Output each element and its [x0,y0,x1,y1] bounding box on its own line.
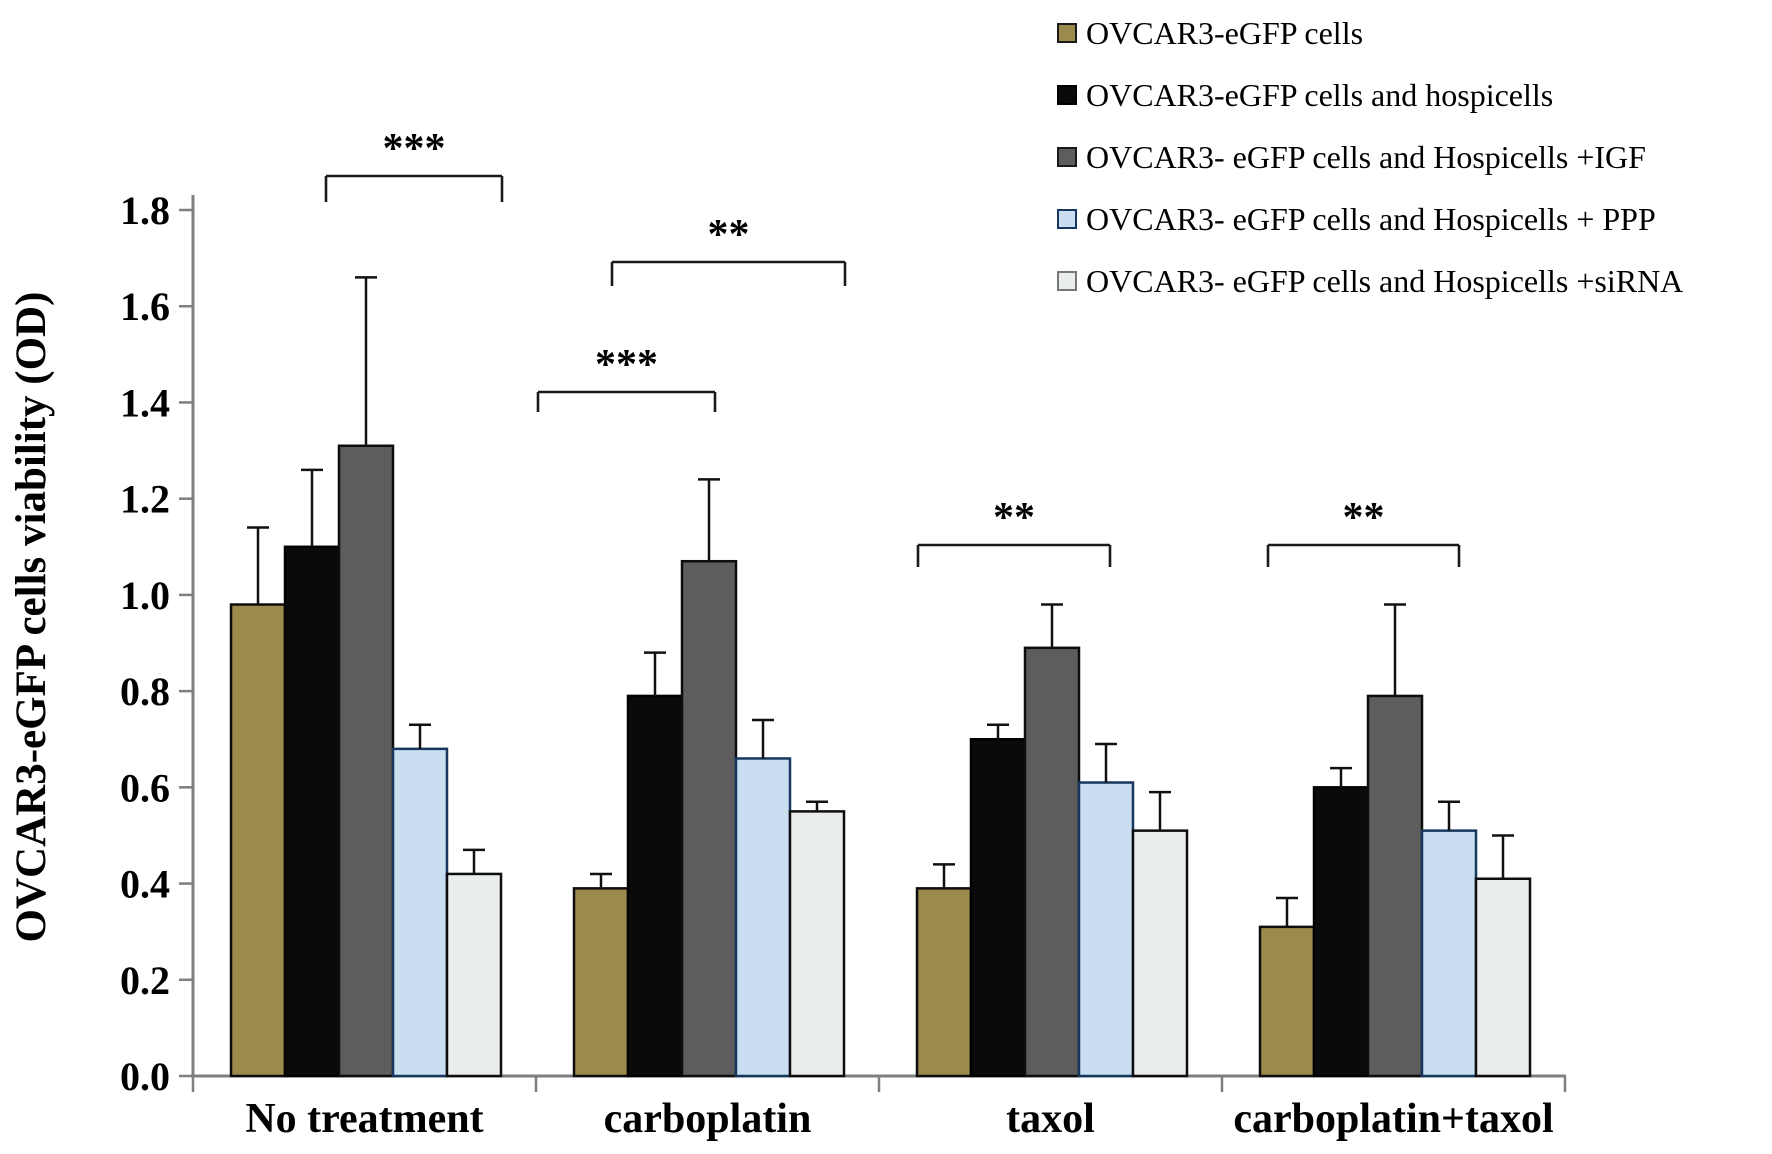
y-tick-label: 1.4 [120,380,170,425]
bar [734,757,792,1078]
bar [1258,925,1316,1078]
bar [1131,829,1189,1078]
y-tick-label: 0.2 [120,958,170,1003]
significance-label: *** [595,342,658,388]
legend-swatch [1057,23,1077,43]
x-category-label: carboplatin [604,1096,812,1142]
legend-swatch [1057,147,1077,167]
bar [1023,646,1081,1078]
bar [337,444,395,1078]
y-tick-label: 1.6 [120,284,170,329]
significance-label: ** [708,212,750,258]
y-tick-label: 0.6 [120,765,170,810]
x-category-label: carboplatin+taxol [1233,1096,1553,1142]
y-tick-label: 0.0 [120,1054,170,1099]
bar [915,887,973,1078]
y-tick-label: 0.8 [120,669,170,714]
legend-label: OVCAR3-eGFP cells and hospicells [1086,77,1554,113]
legend-item: OVCAR3- eGFP cells and Hospicells +siRNA [1057,259,1683,303]
legend-item: OVCAR3-eGFP cells [1057,11,1363,55]
legend-label: OVCAR3- eGFP cells and Hospicells +IGF [1086,139,1646,175]
legend-label: OVCAR3- eGFP cells and Hospicells + PPP [1086,201,1656,237]
bar [391,747,449,1078]
y-tick-label: 0.4 [120,862,170,907]
bar [283,545,341,1078]
bar [1077,781,1135,1078]
bar [445,872,503,1078]
bar [788,810,846,1078]
legend-label: OVCAR3-eGFP cells [1086,15,1364,51]
bar [1312,786,1370,1078]
bar [1474,877,1532,1078]
legend-item: OVCAR3- eGFP cells and Hospicells + PPP [1057,197,1656,241]
bar [626,694,684,1078]
y-tick-label: 1.0 [120,573,170,618]
x-category-label: No treatment [245,1096,483,1142]
significance-label: ** [1343,495,1385,541]
bar [680,559,738,1078]
legend-item: OVCAR3-eGFP cells and hospicells [1057,73,1553,117]
bar [229,603,287,1078]
legend-swatch [1057,271,1077,291]
y-tick-label: 1.8 [120,188,170,233]
legend-label: OVCAR3- eGFP cells and Hospicells +siRNA [1086,263,1684,299]
x-category-label: taxol [1006,1096,1095,1142]
significance-label: ** [993,495,1035,541]
y-tick-label: 1.2 [120,477,170,522]
bar [1366,694,1424,1078]
significance-label: *** [383,126,446,172]
bar [1420,829,1478,1078]
legend-swatch [1057,209,1077,229]
bar [969,737,1027,1078]
bar [572,887,630,1078]
legend-swatch [1057,85,1077,105]
legend-item: OVCAR3- eGFP cells and Hospicells +IGF [1057,135,1646,179]
